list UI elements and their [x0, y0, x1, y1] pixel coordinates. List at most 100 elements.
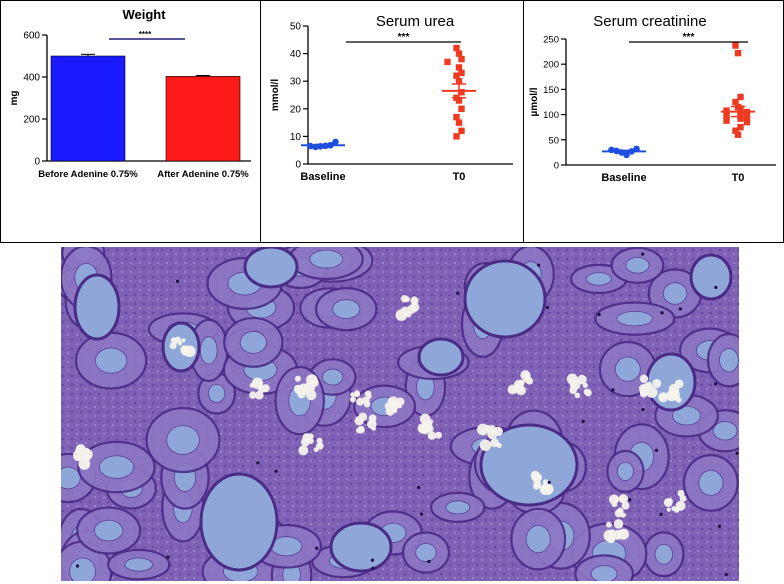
- histology-dilated-tubule: [243, 247, 299, 289]
- histology-crystal-deposit: [583, 388, 591, 396]
- histology-nucleus: [427, 559, 431, 564]
- histology-crystal-deposit: [574, 392, 581, 399]
- histology-crystal-deposit: [387, 407, 392, 413]
- histology-nucleus: [545, 305, 550, 310]
- histology-nucleus: [581, 419, 585, 423]
- histology-crystal-deposit: [184, 345, 196, 358]
- histology-crystal-deposit: [665, 497, 673, 505]
- weight-y-tick-label-0: 0: [34, 157, 40, 168]
- urea-point-t0-5: [458, 69, 465, 77]
- histology-tubule-lumen: [309, 249, 344, 269]
- histology-crystal-deposit: [349, 396, 356, 403]
- urea-point-t0-6: [453, 72, 460, 79]
- histology-nucleus: [659, 512, 663, 516]
- creatinine-point-t0-14: [737, 124, 744, 131]
- histology-crystal-deposit: [479, 439, 492, 451]
- histology-tubule-lumen: [654, 543, 674, 565]
- histology-crystal-deposit: [350, 392, 355, 398]
- histology-dilated-tubule: [161, 321, 201, 373]
- histology-crystal-deposit: [639, 374, 649, 383]
- histology-nucleus: [370, 558, 375, 562]
- histology-tubule-lumen: [719, 348, 739, 373]
- histology-crystal-deposit: [617, 532, 622, 537]
- histology-tubule-lumen: [616, 310, 653, 327]
- creatinine-y-axis-label: µmol/l: [529, 87, 540, 116]
- histology-crystal-deposit: [411, 296, 418, 303]
- histology-crystal-deposit: [520, 370, 531, 381]
- weight-bar-chart: Weight 0 200 400 600 mg Before Adenine 0.75% Af…: [9, 7, 251, 180]
- histology-crystal-deposit: [368, 414, 377, 423]
- histology-nucleus: [678, 307, 682, 311]
- weight-chart-title: Weight: [122, 7, 166, 22]
- histology-tubule-lumen: [208, 383, 226, 403]
- histology-nucleus: [166, 555, 170, 559]
- creatinine-point-t0-15: [732, 127, 739, 134]
- histology-tubule-lumen: [525, 525, 551, 554]
- creatinine-point-t0-13: [743, 118, 751, 126]
- weight-y-tick-label-400: 400: [23, 73, 40, 84]
- creatinine-point-t0-2: [737, 93, 744, 101]
- histology-tubule-lumen: [590, 565, 618, 581]
- histology-crystal-deposit: [677, 489, 685, 497]
- urea-point-t0-15: [453, 133, 460, 140]
- histology-crystal-deposit: [639, 386, 650, 396]
- creatinine-point-t0-6: [723, 107, 730, 114]
- creatinine-x-tick-label-baseline: Baseline: [601, 172, 646, 184]
- histology-crystal-deposit: [400, 294, 409, 303]
- histology-nucleus: [256, 461, 260, 465]
- histology-crystal-deposit: [577, 374, 587, 385]
- urea-y-tick-label-10: 10: [290, 132, 302, 143]
- histology-nucleus: [628, 498, 632, 502]
- weight-y-tick-label-600: 600: [23, 31, 40, 42]
- histology-crystal-deposit: [357, 426, 365, 434]
- creatinine-point-t0-12: [723, 117, 730, 124]
- histology-crystal-deposit: [608, 494, 620, 505]
- urea-point-t0-14: [458, 127, 465, 135]
- weight-x-tick-label-before-adenine-0-75: Before Adenine 0.75%: [38, 169, 138, 180]
- histology-dilated-tubule: [329, 521, 393, 573]
- histology-tubule-lumen: [698, 470, 724, 496]
- creatinine-point-t0-11: [737, 115, 744, 122]
- histology-tubule-lumen: [712, 421, 738, 441]
- histology-crystal-deposit: [666, 507, 671, 512]
- urea-point-t0-7: [455, 78, 463, 85]
- histology-crystal-deposit: [417, 423, 428, 434]
- histology-crystal-deposit: [614, 497, 619, 502]
- histology-crystal-deposit: [658, 392, 669, 403]
- urea-point-t0-0: [453, 44, 460, 52]
- histology-crystal-deposit: [72, 449, 85, 462]
- histology-tubule-lumen: [415, 543, 437, 562]
- histology-crystal-deposit: [170, 337, 177, 344]
- histology-crystal-deposit: [177, 341, 183, 346]
- histology-crystal-deposit: [363, 400, 371, 408]
- histology-nucleus: [537, 263, 541, 267]
- histology-crystal-deposit: [531, 472, 542, 483]
- weight-y-tick-label-200: 200: [23, 115, 40, 126]
- histology-crystal-deposit: [181, 338, 186, 343]
- histology-crystal-deposit: [354, 415, 364, 426]
- histology-crystal-deposit: [367, 419, 377, 430]
- creatinine-point-t0-1: [734, 49, 742, 57]
- histology-nucleus: [547, 480, 551, 485]
- histology-tubule-lumen: [625, 257, 650, 274]
- histology-nucleus: [417, 485, 421, 490]
- histology-nucleus: [419, 512, 423, 516]
- urea-y-tick-label-0: 0: [295, 160, 301, 171]
- histology-nucleus: [714, 382, 718, 386]
- histology-nucleus: [597, 312, 601, 317]
- serum-creatinine-scatter-chart: Serum creatinine 0 50 100 150 200 250 µmol/l Bas…: [529, 13, 776, 184]
- histology-tubule-lumen: [445, 500, 471, 515]
- histology-crystal-deposit: [255, 390, 264, 400]
- histology-crystal-deposit: [674, 379, 684, 389]
- histology-nucleus: [371, 566, 375, 570]
- histology-crystal-deposit: [569, 379, 581, 391]
- histology-crystal-deposit: [671, 506, 677, 512]
- creatinine-y-tick-label-100: 100: [543, 110, 559, 121]
- creatinine-y-tick-label-0: 0: [554, 161, 559, 172]
- histology-crystal-deposit: [619, 496, 626, 503]
- histology-tubule-lumen: [98, 455, 135, 479]
- histology-tubule-lumen: [124, 557, 153, 572]
- histology-crystal-deposit: [518, 379, 525, 386]
- histology-crystal-deposit: [391, 407, 398, 414]
- histology-crystal-deposit: [617, 507, 624, 515]
